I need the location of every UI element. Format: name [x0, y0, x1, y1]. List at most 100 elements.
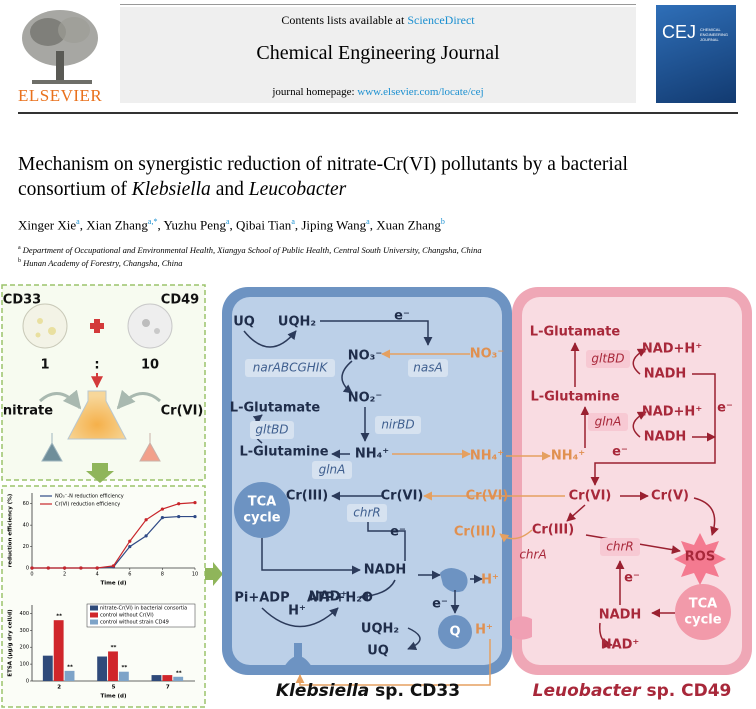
graphical-abstract: CD33 CD49 1: 10 nitrate Cr(VI) UQ UQH₂ e⁻ NO₃⁻ nar…	[1, 284, 752, 708]
legend-label: nitrate-Cr(VI) in bacterial consortia	[100, 606, 187, 612]
y-axis-label: ETSA (μg/g dry cell/d)	[8, 609, 14, 677]
sciencedirect-link[interactable]: ScienceDirect	[407, 13, 475, 27]
arrow	[86, 463, 114, 483]
y-tick-label: 200	[19, 645, 29, 651]
x-tick-label: 10	[192, 572, 198, 578]
point	[144, 534, 148, 538]
metabolite-label: ATP+H₂O	[307, 591, 373, 606]
significance: **	[111, 645, 117, 651]
metabolite-label: Cr(VI)	[381, 489, 424, 504]
metabolite-label: H⁺	[475, 623, 493, 638]
metabolite-label: Q	[449, 625, 460, 640]
header-line	[120, 4, 636, 5]
author-name: Yuzhu Peng	[163, 217, 226, 233]
metabolite-label: NADH	[644, 367, 687, 382]
arrow	[205, 562, 223, 586]
gene-label: gltBD	[255, 423, 288, 437]
point	[95, 566, 99, 570]
affiliation-text: Hunan Academy of Forestry, Changsha, Chi…	[23, 258, 183, 268]
x-tick-label: 6	[128, 572, 131, 578]
metabolite-label: cycle	[684, 613, 721, 628]
x-tick-label: 7	[166, 685, 170, 691]
author-affiliation: a	[225, 217, 230, 226]
small-flask	[139, 433, 161, 462]
legend-swatch	[90, 612, 98, 618]
arrow	[590, 373, 716, 486]
homepage-link[interactable]: www.elsevier.com/locate/cej	[357, 86, 484, 98]
gene-box	[312, 461, 352, 479]
metabolite-label: NO₃⁻	[470, 347, 505, 362]
metabolite-label: TCA	[689, 597, 717, 612]
y-axis-label: reduction efficiency (%)	[8, 493, 14, 567]
point	[177, 502, 181, 506]
point	[128, 544, 132, 549]
significance: **	[176, 670, 182, 676]
metabolite-label: e⁻	[432, 597, 448, 612]
homepage-prefix: journal homepage:	[272, 86, 358, 98]
gene-box	[250, 421, 294, 439]
significance: **	[121, 665, 127, 671]
petri-dish	[127, 303, 173, 349]
arrow	[599, 622, 613, 649]
gene-box	[347, 504, 387, 522]
metabolite-label: L-Glutamine	[530, 390, 619, 405]
arrow	[359, 579, 396, 601]
metabolite-label: UQ	[367, 644, 389, 659]
y-tick-label: 20	[23, 544, 29, 550]
transporter	[510, 616, 532, 640]
bar	[151, 675, 162, 681]
metabolite-label: NADH	[599, 608, 642, 623]
legend-box	[86, 603, 196, 628]
metabolite-label: H⁺	[481, 573, 499, 588]
bar	[108, 651, 118, 681]
bar	[97, 656, 108, 681]
legend-swatch	[90, 619, 98, 625]
affiliation-mark: a	[18, 245, 21, 252]
gene-label: nirBD	[381, 418, 414, 432]
cover-title: CEJ	[662, 22, 697, 42]
gene-box	[375, 416, 421, 434]
point	[111, 564, 116, 568]
x-tick-label: 2	[63, 572, 66, 578]
author-affiliation: a	[76, 217, 80, 226]
journal-name: Chemical Engineering Journal	[256, 42, 500, 64]
legend-swatch	[90, 605, 98, 611]
arrow	[693, 497, 719, 536]
article-title: Mechanism on synergistic reduction of ni…	[18, 152, 648, 202]
point	[160, 507, 164, 511]
separator: ,	[79, 217, 87, 233]
metabolite-label: e⁻	[717, 401, 733, 416]
x-tick-label: 8	[161, 572, 164, 578]
strain: sp. CD49	[641, 681, 732, 701]
strain: sp. CD33	[369, 681, 460, 701]
gene-label: chrR	[606, 540, 633, 554]
separator: ,	[294, 217, 302, 233]
arrow	[116, 389, 162, 410]
arrow	[499, 529, 533, 543]
author-affiliation: a,*	[147, 217, 158, 226]
metabolite-label: NO₃⁻	[348, 349, 383, 364]
plus-sign	[90, 319, 104, 333]
y-tick-label: 40	[23, 523, 29, 529]
y-tick-label: 0	[26, 566, 29, 572]
x-axis-label: Time (d)	[101, 581, 127, 587]
metabolite-label: NO₂⁻	[348, 391, 383, 406]
metabolite-label: L-Glutamate	[230, 401, 321, 416]
separator: ,	[229, 217, 237, 233]
small-flask	[41, 433, 63, 462]
legend-label: control without Cr(VI)	[100, 613, 154, 619]
author-list: Xinger Xiea, Xian Zhanga,*, Yuzhu Penga,…	[18, 217, 445, 233]
metabolite-label: Cr(III)	[454, 525, 496, 540]
arrow	[38, 389, 82, 410]
y-tick-label: 100	[19, 662, 29, 668]
metabolite-label: NADH	[644, 430, 687, 445]
x-tick-label: 5	[112, 685, 116, 691]
title-text: and	[210, 179, 249, 200]
author-affiliation: b	[440, 217, 445, 226]
gene-label: chrA	[519, 548, 546, 562]
journal-cover	[656, 5, 736, 103]
metabolite-label: NADH	[364, 563, 407, 578]
metabolite-label: e⁻	[394, 309, 410, 324]
point	[63, 566, 67, 570]
arrow	[261, 538, 361, 575]
